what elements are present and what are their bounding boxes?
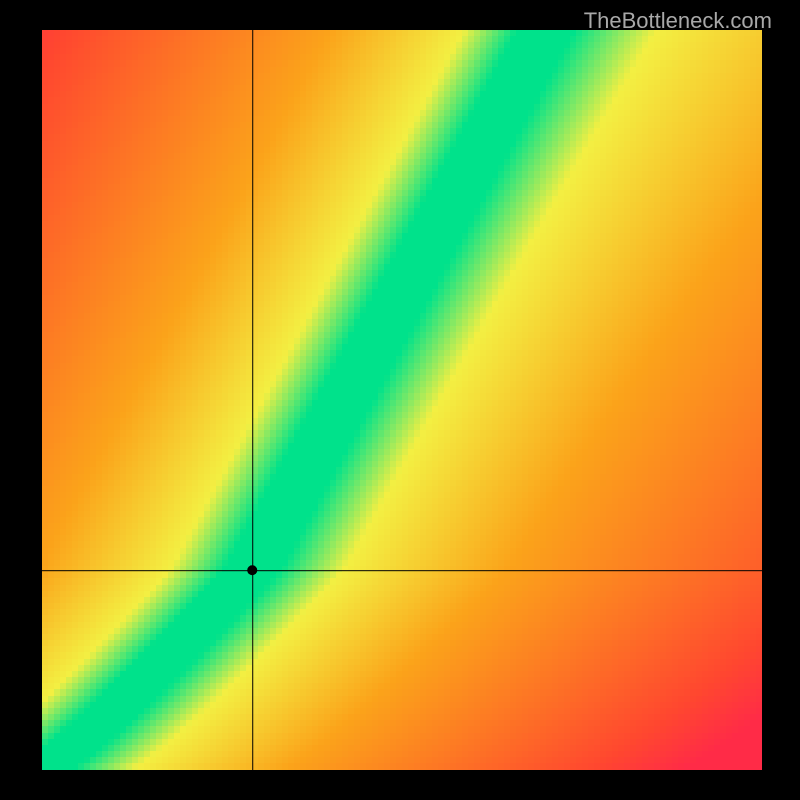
bottleneck-heatmap bbox=[42, 30, 762, 770]
heatmap-canvas bbox=[42, 30, 762, 770]
watermark-text: TheBottleneck.com bbox=[584, 8, 772, 34]
